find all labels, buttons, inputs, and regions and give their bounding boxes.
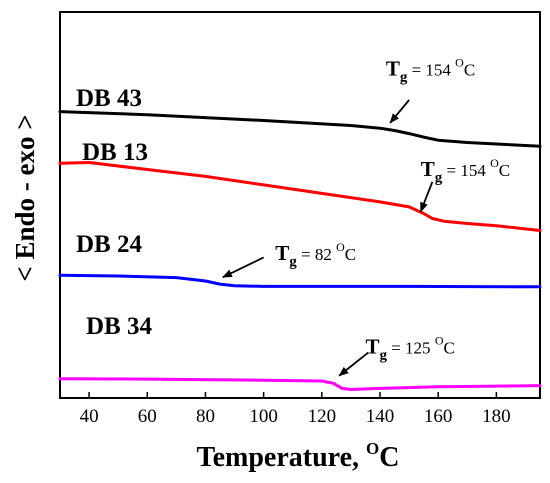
x-tick-label: 160	[424, 406, 453, 427]
y-axis-title: < Endo - exo >	[10, 114, 40, 281]
tg-arrow	[222, 256, 265, 278]
x-axis-title: Temperature, OC	[197, 439, 400, 473]
tg-annotation: Tg = 82 OC	[275, 240, 356, 270]
x-tick-label: 120	[308, 406, 337, 427]
plot-frame	[59, 11, 541, 399]
tg-annotation: Tg = 154 OC	[386, 56, 475, 86]
series-line	[58, 377, 542, 391]
series-label: DB 13	[82, 139, 148, 166]
series-label: DB 43	[76, 85, 142, 112]
series-layer	[58, 110, 542, 391]
x-tick-label: 180	[482, 406, 511, 427]
x-axis-ticks: 40 60 80 100 120 140 160 180	[80, 392, 511, 427]
series-line	[58, 110, 542, 148]
x-tick-label: 40	[80, 406, 99, 427]
x-tick-label: 60	[138, 406, 157, 427]
series-line	[58, 161, 542, 232]
series-label: DB 34	[86, 313, 152, 340]
tg-annotation: Tg = 125 OC	[365, 334, 454, 364]
tg-arrow	[419, 181, 434, 213]
tg-arrow	[389, 99, 410, 124]
x-tick-label: 140	[366, 406, 395, 427]
tg-arrow	[338, 351, 369, 377]
series-labels: DB 43 DB 13 DB 24 DB 34	[76, 85, 152, 340]
x-tick-label: 80	[196, 406, 215, 427]
plot-border	[59, 11, 541, 399]
x-tick-label: 100	[249, 406, 278, 427]
tg-annotation: Tg = 154 OC	[421, 156, 510, 186]
series-line	[58, 273, 542, 289]
series-label: DB 24	[76, 231, 142, 258]
annotation-layer: Tg = 154 OC Tg = 154 OC Tg = 82 OC Tg = 125…	[222, 56, 510, 377]
